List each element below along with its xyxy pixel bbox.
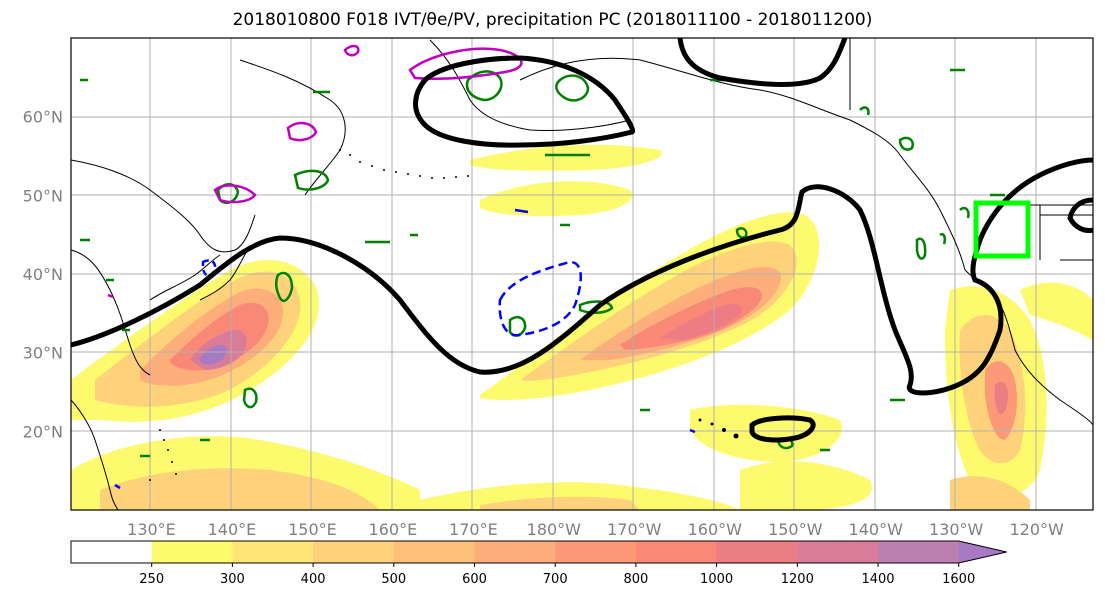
colorbar (70, 540, 1007, 564)
graticule (71, 38, 1093, 510)
latitude-labels: 60°N 50°N 40°N 30°N 20°N (23, 108, 63, 442)
latitude-label: 30°N (23, 344, 63, 363)
colorbar-segment (797, 541, 879, 563)
longitude-label: 130°W (929, 520, 984, 539)
colorbar-tick-label: 600 (462, 572, 487, 587)
colorbar-tick-label: 1400 (861, 572, 894, 587)
target-region-box (973, 200, 1031, 259)
colorbar-segment (393, 541, 475, 563)
map-frame (70, 37, 1094, 511)
longitude-label: 160°E (369, 520, 418, 539)
longitude-label: 140°E (208, 520, 257, 539)
colorbar-tick-label: 250 (139, 572, 164, 587)
map-field (71, 38, 1093, 510)
longitude-label: 120°W (1009, 520, 1064, 539)
colorbar-outline (70, 540, 1007, 564)
colorbar-tick-labels: 250 300 400 500 600 700 800 1000 1200 1400 1600 (139, 563, 975, 587)
colorbar-segment (474, 541, 556, 563)
longitude-label: 170°W (607, 520, 662, 539)
colorbar-segment (232, 541, 314, 563)
colorbar-tick-label: 1000 (700, 572, 733, 587)
longitude-label: 180°W (527, 520, 582, 539)
colorbar-tick-label: 400 (301, 572, 326, 587)
colorbar-tick-label: 1600 (942, 572, 975, 587)
colorbar-segment (716, 541, 798, 563)
pv-contours (80, 68, 1005, 458)
theta-e-contours (71, 38, 1093, 443)
colorbar-tick-label: 300 (220, 572, 245, 587)
colorbar-segment (635, 541, 718, 563)
upper-level-contours (107, 44, 523, 299)
colorbar-tick-label: 700 (543, 572, 568, 587)
longitude-label: 160°W (688, 520, 743, 539)
map-title: 2018010800 F018 IVT/θe/PV, precipitation… (232, 10, 873, 30)
longitude-label: 170°E (449, 520, 498, 539)
longitude-label: 150°E (288, 520, 337, 539)
colorbar-segment (878, 541, 960, 563)
colorbar-segment (151, 541, 233, 563)
colorbar-extend-arrow (958, 541, 1007, 563)
colorbar-segment (313, 541, 395, 563)
colorbar-segment (555, 541, 637, 563)
latitude-label: 60°N (23, 108, 63, 127)
longitude-label: 140°W (849, 520, 904, 539)
colorbar-tick-label: 1200 (781, 572, 814, 587)
colorbar-segment (71, 541, 153, 563)
longitude-label: 150°W (768, 520, 823, 539)
colorbar-tick-label: 500 (381, 572, 406, 587)
longitude-labels: 130°E 140°E 150°E 160°E 170°E 180°W 170°W 160°W… (127, 520, 1064, 539)
ivt-shading (71, 144, 1093, 510)
latitude-label: 40°N (23, 265, 63, 284)
island-chains (149, 149, 739, 481)
latitude-label: 20°N (23, 422, 63, 441)
longitude-label: 130°E (127, 520, 176, 539)
latitude-label: 50°N (23, 186, 63, 205)
colorbar-tick-label: 800 (623, 572, 648, 587)
